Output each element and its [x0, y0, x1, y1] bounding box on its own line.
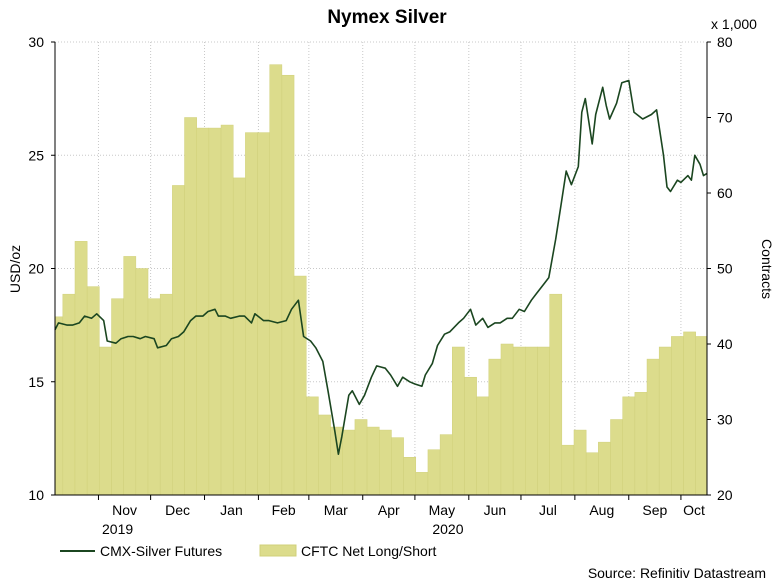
- bar: [512, 346, 526, 496]
- bar: [159, 293, 173, 496]
- bar: [305, 396, 319, 496]
- bar: [281, 74, 295, 496]
- bar: [683, 331, 696, 496]
- x-year-label: 2020: [432, 521, 463, 537]
- bar: [646, 358, 660, 496]
- bar: [147, 298, 161, 496]
- bar: [342, 429, 356, 496]
- bar: [354, 419, 368, 496]
- bar: [74, 241, 88, 496]
- bar: [537, 346, 550, 496]
- bar: [99, 346, 112, 496]
- bar: [549, 293, 563, 496]
- x-tick-label: Feb: [272, 502, 296, 518]
- bar: [476, 396, 490, 496]
- source-note: Source: Refinitiv Datastream: [588, 565, 766, 579]
- bar: [318, 414, 331, 496]
- x-tick-label: May: [429, 502, 455, 518]
- bar: [452, 346, 465, 496]
- bar: [220, 124, 234, 496]
- left-tick-label: 15: [28, 374, 44, 390]
- bar: [415, 472, 429, 496]
- bar: [671, 336, 684, 496]
- bar: [598, 441, 611, 496]
- x-tick-label: Mar: [324, 502, 348, 518]
- line-series: [54, 79, 708, 455]
- x-tick-label: Sep: [642, 502, 667, 518]
- bar: [585, 452, 599, 496]
- legend-label-bar: CFTC Net Long/Short: [301, 543, 436, 559]
- bar: [464, 376, 477, 496]
- right-tick-label: 20: [717, 487, 733, 503]
- bar: [257, 132, 270, 496]
- bar: [573, 429, 587, 496]
- x-tick-label: Apr: [378, 502, 400, 518]
- left-axis-label: USD/oz: [7, 245, 23, 293]
- bar: [695, 336, 708, 496]
- bar: [208, 127, 222, 496]
- right-tick-label: 80: [717, 34, 733, 50]
- right-tick-label: 40: [717, 336, 733, 352]
- left-tick-label: 20: [28, 261, 44, 277]
- right-tick-label: 60: [717, 185, 733, 201]
- bar: [366, 426, 380, 496]
- right-axis-label: Contracts: [759, 239, 774, 299]
- left-tick-label: 25: [28, 147, 44, 163]
- bar: [269, 64, 283, 496]
- axes: 10 15 20 25 30 20 30 40 50 60 70 80 Nov Dec Jan Feb Mar A…: [28, 34, 732, 537]
- bar: [403, 457, 417, 496]
- bar: [54, 316, 64, 496]
- legend-label-line: CMX-Silver Futures: [100, 543, 222, 559]
- left-tick-label: 10: [28, 487, 44, 503]
- bar: [172, 185, 185, 496]
- left-tick-label: 30: [28, 34, 44, 50]
- bar: [427, 449, 441, 496]
- x-tick-label: Jan: [220, 502, 243, 518]
- right-axis-multiplier: x 1,000: [711, 16, 757, 32]
- x-tick-label: Nov: [112, 502, 137, 518]
- bar: [123, 256, 137, 496]
- right-tick-label: 70: [717, 110, 733, 126]
- x-tick-label: Jun: [484, 502, 507, 518]
- x-tick-label: Aug: [589, 502, 614, 518]
- bar: [135, 268, 149, 496]
- x-year-label: 2019: [102, 521, 133, 537]
- bar: [439, 434, 453, 496]
- bar: [658, 346, 672, 496]
- bar: [634, 392, 648, 496]
- bar: [391, 437, 404, 496]
- bar: [111, 298, 124, 496]
- legend-bar-swatch: [259, 544, 297, 557]
- bar: [525, 346, 538, 496]
- bar: [232, 177, 246, 496]
- bar: [561, 444, 575, 496]
- bar: [184, 117, 197, 496]
- bar: [622, 396, 636, 496]
- silver-price-line: [54, 79, 708, 455]
- bar: [610, 419, 623, 496]
- chart-title: Nymex Silver: [327, 7, 447, 28]
- x-tick-label: Dec: [165, 502, 190, 518]
- right-tick-label: 50: [717, 261, 733, 277]
- bar: [488, 358, 502, 496]
- bar: [379, 429, 392, 496]
- right-tick-label: 30: [717, 412, 733, 428]
- x-tick-label: Oct: [683, 502, 705, 518]
- gridlines: [55, 41, 707, 496]
- legend: CMX-Silver Futures CFTC Net Long/Short: [60, 543, 436, 559]
- x-tick-label: Jul: [539, 502, 557, 518]
- bar: [500, 343, 514, 496]
